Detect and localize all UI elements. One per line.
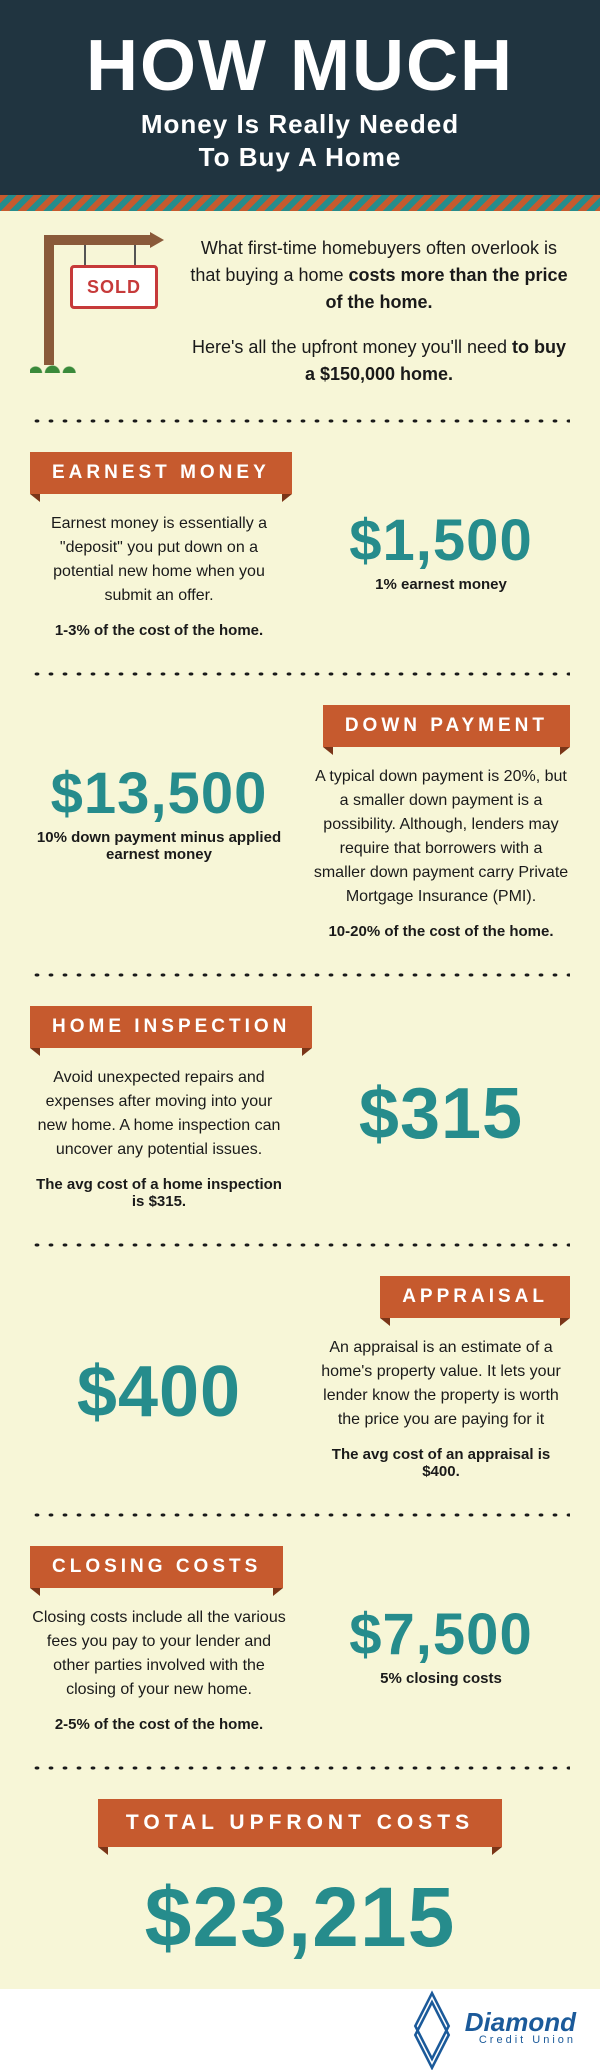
desc-earnest: Earnest money is essentially a "deposit"… (30, 512, 288, 608)
section-inspection: HOME INSPECTION Avoid unexpected repairs… (0, 980, 600, 1240)
section-closing: CLOSING COSTS Closing costs include all … (0, 1520, 600, 1763)
heading-earnest: EARNEST MONEY (30, 452, 292, 494)
desc-inspection: Avoid unexpected repairs and expenses af… (30, 1066, 288, 1162)
dot-divider (30, 1240, 570, 1250)
amount-appraisal: $400 (30, 1356, 288, 1428)
sold-sign-icon: SOLD (30, 235, 170, 385)
amount-closing: $7,500 (312, 1606, 570, 1664)
desc-appraisal: An appraisal is an estimate of a home's … (312, 1336, 570, 1432)
dot-divider (30, 970, 570, 980)
desc-down: A typical down payment is 20%, but a sma… (312, 765, 570, 909)
sub-inspection: The avg cost of a home inspection is $31… (30, 1176, 288, 1210)
heading-total: TOTAL UPFRONT COSTS (98, 1799, 502, 1847)
amount-down: $13,500 (30, 765, 288, 823)
amount-inspection: $315 (312, 1078, 570, 1150)
amount-label-earnest: 1% earnest money (312, 576, 570, 593)
intro-text: What first-time homebuyers often overloo… (188, 235, 570, 388)
section-earnest: EARNEST MONEY Earnest money is essential… (0, 426, 600, 669)
sub-closing: 2-5% of the cost of the home. (30, 1716, 288, 1733)
sub-appraisal: The avg cost of an appraisal is $400. (312, 1446, 570, 1480)
header-title: HOW MUCH (20, 30, 580, 102)
dot-divider (30, 1763, 570, 1773)
dot-divider (30, 416, 570, 426)
section-total: TOTAL UPFRONT COSTS $23,215 (0, 1773, 600, 1989)
dot-divider (30, 1510, 570, 1520)
amount-earnest: $1,500 (312, 512, 570, 570)
diamond-logo-icon (409, 2013, 455, 2043)
desc-closing: Closing costs include all the various fe… (30, 1606, 288, 1702)
heading-inspection: HOME INSPECTION (30, 1006, 312, 1048)
heading-closing: CLOSING COSTS (30, 1546, 283, 1588)
brand-tagline: Credit Union (465, 2035, 576, 2046)
amount-label-closing: 5% closing costs (312, 1670, 570, 1687)
intro-section: SOLD What first-time homebuyers often ov… (0, 211, 600, 416)
brand-name: Diamond (465, 2009, 576, 2035)
content: SOLD What first-time homebuyers often ov… (0, 211, 600, 1989)
amount-total: $23,215 (30, 1875, 570, 1959)
sold-label: SOLD (87, 277, 141, 298)
heading-down: DOWN PAYMENT (323, 705, 570, 747)
header: HOW MUCH Money Is Really Needed To Buy A… (0, 0, 600, 195)
stripe-divider (0, 195, 600, 211)
amount-label-down: 10% down payment minus applied earnest m… (30, 829, 288, 863)
header-subtitle: Money Is Really Needed To Buy A Home (20, 108, 580, 173)
heading-appraisal: APPRAISAL (380, 1276, 570, 1318)
section-appraisal: APPRAISAL $400 An appraisal is an estima… (0, 1250, 600, 1510)
section-down: DOWN PAYMENT $13,500 10% down payment mi… (0, 679, 600, 970)
sub-earnest: 1-3% of the cost of the home. (30, 622, 288, 639)
logo-text: Diamond Credit Union (465, 2009, 576, 2046)
sub-down: 10-20% of the cost of the home. (312, 923, 570, 940)
dot-divider (30, 669, 570, 679)
footer: Diamond Credit Union (0, 1989, 600, 2070)
